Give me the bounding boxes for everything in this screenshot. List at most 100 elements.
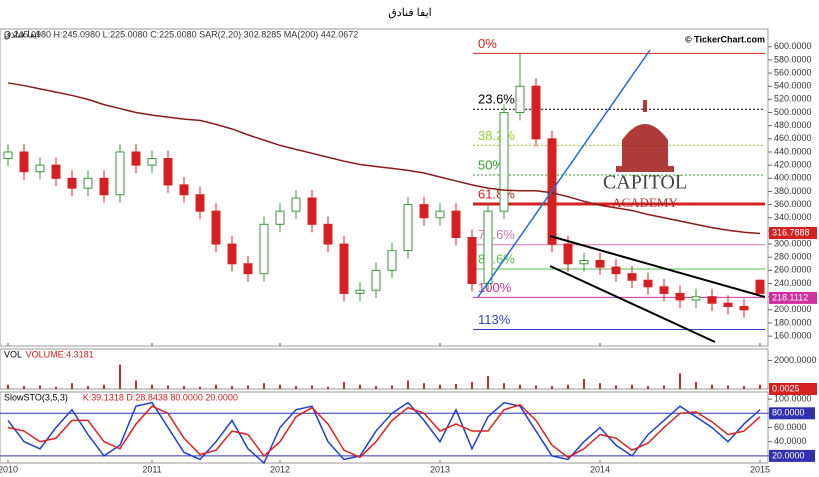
panel-frame (0, 348, 769, 390)
volume-bar (343, 381, 345, 389)
volume-bar (471, 381, 473, 389)
candle-body (675, 292, 685, 301)
volume-bar (39, 385, 41, 389)
panel-frame (0, 28, 769, 347)
fib-label: 23.6% (478, 92, 515, 107)
volume-bar (375, 386, 377, 389)
y-tick-label: 340.0000 (774, 212, 812, 222)
candle-body (435, 210, 445, 219)
y-tick-label: 240.0000 (774, 278, 812, 288)
x-tick-label: 2011 (142, 464, 161, 474)
fib-label: 50% (478, 157, 504, 172)
y-tick-label: 2000.0000 (774, 355, 817, 365)
volume-bar (167, 385, 169, 389)
y-tick-label: 360.0000 (774, 199, 812, 209)
panel-title: VOL (4, 349, 22, 359)
fib-label: 100% (478, 280, 512, 295)
capitol-dome (622, 124, 668, 168)
capitol-spire (643, 100, 647, 112)
volume-bar (359, 384, 361, 389)
volume-bar (71, 383, 73, 389)
volume-bar (599, 383, 601, 389)
volume-bar (391, 385, 393, 389)
y-tick-label: 500.0000 (774, 107, 812, 117)
fib-label: 38.2% (478, 128, 515, 143)
price-tag (769, 227, 817, 240)
volume-bar (759, 384, 761, 389)
candle-body (563, 243, 573, 265)
y-tick-label: 160.0000 (774, 331, 812, 341)
candle-body (227, 243, 237, 265)
stoch-line (7, 401, 761, 465)
y-tick-label: 460.0000 (774, 133, 812, 143)
candle-body (515, 85, 525, 114)
x-tick-label: 2015 (750, 464, 770, 474)
volume-bar (631, 384, 633, 389)
volume-bar (407, 380, 409, 389)
volume-bar (487, 376, 489, 389)
candle-body (291, 197, 301, 212)
candle-body (99, 177, 109, 196)
volume-bar (727, 385, 729, 389)
candle-body (627, 273, 637, 281)
candle-body (419, 204, 429, 219)
volume-bar (119, 364, 121, 389)
candle-body (707, 296, 717, 304)
price-tag-label: 316.7888 (772, 227, 810, 237)
volume-bar (455, 384, 457, 389)
candle-body (211, 210, 221, 245)
panel-info: K:39.1318 D:28.8438 80.0000 20.0000 (83, 392, 238, 402)
candle-body (259, 223, 269, 275)
candle-body (307, 197, 317, 225)
y-tick-label: 60.0000 (774, 422, 807, 432)
ma-line (7, 82, 761, 235)
price-tag (769, 291, 817, 304)
y-tick-label: 40.0000 (774, 436, 807, 446)
x-tick-label: 2014 (590, 464, 610, 474)
price-tag-label: 0.0025 (772, 383, 800, 393)
volume-bar (135, 380, 137, 389)
candle-body (3, 151, 13, 160)
fib-label: 113% (478, 312, 511, 327)
volume-bar (423, 383, 425, 389)
y-tick-label: 100.0000 (774, 393, 812, 403)
volume-bar (183, 386, 185, 389)
candle-body (243, 263, 253, 275)
candle-body (403, 204, 413, 252)
y-tick-label: 420.0000 (774, 160, 812, 170)
candle-body (483, 210, 493, 285)
volume-bar (743, 386, 745, 389)
channel-line (549, 235, 766, 298)
candle-body (35, 164, 45, 173)
y-tick-label: 440.0000 (774, 146, 812, 156)
candle-body (723, 302, 733, 308)
price-tag-label: 218.1112 (772, 292, 808, 302)
candle-body (115, 151, 125, 196)
y-tick-label: 540.0000 (774, 81, 812, 91)
candle-body (147, 158, 157, 166)
y-tick-label: 380.0000 (774, 186, 812, 196)
candle-body (611, 266, 621, 275)
candle-body (163, 158, 173, 186)
volume-bar (679, 373, 681, 389)
y-tick-label: 480.0000 (774, 120, 812, 130)
candle-body (531, 85, 541, 140)
x-tick-label: 2010 (0, 464, 18, 474)
candle-body (371, 269, 381, 291)
level-tag-label: 80.0000 (772, 408, 805, 418)
volume-bar (551, 386, 553, 389)
panel-title: ايفا فنادق (4, 29, 40, 39)
volume-bar (279, 384, 281, 389)
watermark-text: CAPITOL (603, 172, 687, 194)
candle-body (19, 151, 29, 173)
x-tick-label: 2012 (270, 464, 290, 474)
volume-bar (247, 385, 249, 389)
y-tick-label: 400.0000 (774, 173, 812, 183)
candle-body (323, 223, 333, 245)
candle-body (451, 210, 461, 238)
y-tick-label: 520.0000 (774, 94, 812, 104)
volume-bar (695, 381, 697, 389)
volume-bar (567, 384, 569, 389)
